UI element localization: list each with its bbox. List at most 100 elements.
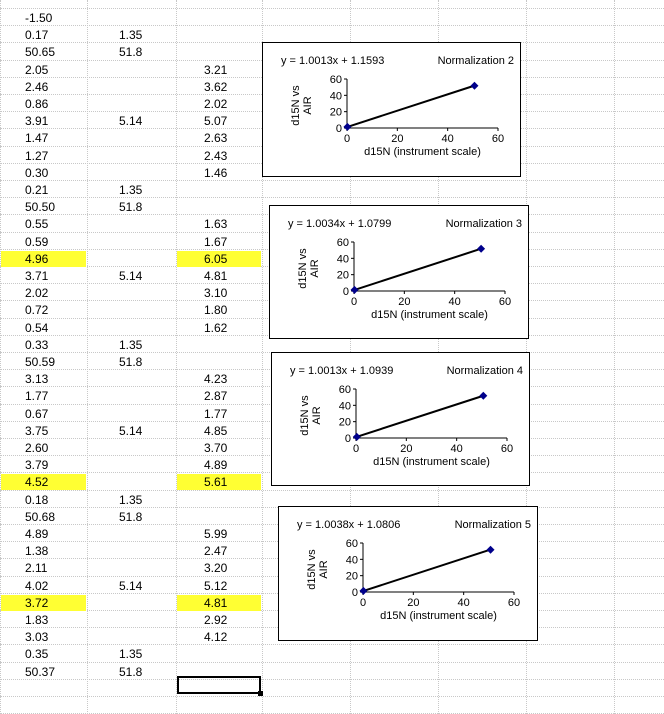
cell-a-row-3[interactable]: 50.65	[25, 45, 56, 59]
cell-c-row-27[interactable]: 4.89	[204, 458, 228, 472]
y-tick-label: 20	[346, 571, 358, 583]
cell-a-row-1[interactable]: -1.50	[25, 11, 53, 25]
y-tick-label: 40	[339, 400, 351, 412]
cell-a-row-14[interactable]: 0.59	[25, 235, 49, 249]
cell-a-row-37[interactable]: 3.03	[25, 630, 49, 644]
y-tick-label: 60	[337, 237, 349, 249]
cell-b-row-30[interactable]: 51.8	[119, 510, 143, 524]
cell-a-row-17[interactable]: 2.02	[25, 286, 49, 300]
cell-a-row-24[interactable]: 0.67	[25, 407, 49, 421]
cell-a-row-29[interactable]: 0.18	[25, 493, 49, 507]
cell-a-row-23[interactable]: 1.77	[25, 389, 49, 403]
cell-c-row-34[interactable]: 5.12	[204, 579, 228, 593]
cell-a-row-9[interactable]: 1.27	[25, 149, 49, 163]
cell-a-row-18[interactable]: 0.72	[25, 303, 49, 317]
cell-a-row-31[interactable]: 4.89	[25, 527, 49, 541]
cell-c-row-18[interactable]: 1.80	[204, 303, 228, 317]
cell-a-row-19[interactable]: 0.54	[25, 321, 49, 335]
cell-b-row-3[interactable]: 51.8	[119, 45, 143, 59]
data-point	[486, 545, 495, 554]
cell-b-row-11[interactable]: 1.35	[119, 183, 143, 197]
cell-a-row-22[interactable]: 3.13	[25, 372, 49, 386]
cell-a-row-11[interactable]: 0.21	[25, 183, 49, 197]
cell-a-row-27[interactable]: 3.79	[25, 458, 49, 472]
cell-a-row-2[interactable]: 0.17	[25, 28, 49, 42]
cell-c-row-37[interactable]: 4.12	[204, 630, 228, 644]
cell-b-row-25[interactable]: 5.14	[119, 424, 143, 438]
cell-a-row-35[interactable]: 3.72	[1, 595, 86, 611]
cell-a-row-13[interactable]: 0.55	[25, 217, 49, 231]
cell-a-row-34[interactable]: 4.02	[25, 579, 49, 593]
cell-c-row-25[interactable]: 4.85	[204, 424, 228, 438]
cell-a-row-30[interactable]: 50.68	[25, 510, 56, 524]
x-tick-label: 0	[360, 597, 366, 609]
cell-b-row-2[interactable]: 1.35	[119, 28, 143, 42]
cell-c-row-35[interactable]: 4.81	[177, 595, 261, 611]
cell-a-row-20[interactable]: 0.33	[25, 338, 49, 352]
cell-c-row-24[interactable]: 1.77	[204, 407, 228, 421]
cell-a-row-12[interactable]: 50.50	[25, 200, 56, 214]
y-axis-title: d15N vs	[299, 395, 311, 436]
chart-normalization-3[interactable]: y = 1.0034x + 1.0799 Normalization 3 0 20 40…	[269, 205, 529, 339]
cell-c-row-6[interactable]: 2.02	[204, 97, 228, 111]
cell-c-row-15[interactable]: 6.05	[177, 251, 261, 267]
cell-a-row-32[interactable]: 1.38	[25, 544, 49, 558]
chart-svg: y = 1.0034x + 1.0799 Normalization 3 0 20 40…	[288, 218, 522, 321]
cell-b-row-39[interactable]: 51.8	[119, 665, 143, 679]
fill-handle[interactable]	[258, 691, 263, 696]
cell-b-row-12[interactable]: 51.8	[119, 200, 143, 214]
chart-normalization-4[interactable]: y = 1.0013x + 1.0939 Normalization 4 0 20 40…	[271, 352, 530, 486]
cell-a-row-38[interactable]: 0.35	[25, 647, 49, 661]
cell-b-row-29[interactable]: 1.35	[119, 493, 143, 507]
cell-b-row-20[interactable]: 1.35	[119, 338, 143, 352]
cell-c-row-32[interactable]: 2.47	[204, 544, 228, 558]
cell-a-row-25[interactable]: 3.75	[25, 424, 49, 438]
x-tick-label: 0	[353, 443, 359, 455]
cell-c-row-13[interactable]: 1.63	[204, 217, 228, 231]
cell-b-row-16[interactable]: 5.14	[119, 269, 143, 283]
cell-a-row-39[interactable]: 50.37	[25, 665, 56, 679]
cell-c-row-17[interactable]: 3.10	[204, 286, 228, 300]
cell-a-row-16[interactable]: 3.71	[25, 269, 49, 283]
cell-a-row-33[interactable]: 2.11	[25, 561, 48, 575]
chart-normalization-2[interactable]: y = 1.0013x + 1.1593 Normalization 2 0 20 40…	[262, 42, 521, 177]
cell-c-row-31[interactable]: 5.99	[204, 527, 228, 541]
cell-a-row-4[interactable]: 2.05	[25, 63, 49, 77]
cell-a-row-6[interactable]: 0.86	[25, 97, 49, 111]
cell-b-row-34[interactable]: 5.14	[119, 579, 143, 593]
cell-a-row-8[interactable]: 1.47	[25, 131, 49, 145]
cell-b-row-21[interactable]: 51.8	[119, 355, 143, 369]
cell-c-row-4[interactable]: 3.21	[204, 63, 228, 77]
cell-a-row-15[interactable]: 4.96	[1, 251, 86, 267]
cell-c-row-22[interactable]: 4.23	[204, 372, 228, 386]
cell-a-row-5[interactable]: 2.46	[25, 80, 49, 94]
cell-a-row-7[interactable]: 3.91	[25, 114, 49, 128]
cell-a-row-21[interactable]: 50.59	[25, 355, 56, 369]
cell-c-row-28[interactable]: 5.61	[177, 474, 261, 490]
x-axis-title: d15N (instrument scale)	[380, 610, 497, 622]
cell-c-row-23[interactable]: 2.87	[204, 389, 228, 403]
cell-a-row-26[interactable]: 2.60	[25, 441, 49, 455]
cell-c-row-36[interactable]: 2.92	[204, 613, 228, 627]
cell-a-row-28[interactable]: 4.52	[1, 474, 86, 490]
cell-c-row-16[interactable]: 4.81	[204, 269, 228, 283]
cell-c-row-5[interactable]: 3.62	[204, 80, 228, 94]
cell-b-row-38[interactable]: 1.35	[119, 647, 143, 661]
cell-a-row-36[interactable]: 1.83	[25, 613, 49, 627]
cell-c-row-10[interactable]: 1.46	[204, 166, 228, 180]
cell-b-row-7[interactable]: 5.14	[119, 114, 143, 128]
cell-c-row-14[interactable]: 1.67	[204, 235, 228, 249]
cell-c-row-7[interactable]: 5.07	[204, 114, 228, 128]
trend-line	[354, 247, 482, 291]
cell-c-row-19[interactable]: 1.62	[204, 321, 228, 335]
cell-c-row-26[interactable]: 3.70	[204, 441, 228, 455]
cell-c-row-9[interactable]: 2.43	[204, 149, 228, 163]
data-point	[359, 586, 368, 595]
grid-row-line	[0, 8, 664, 9]
cell-c-row-8[interactable]: 2.63	[204, 131, 228, 145]
chart-normalization-5[interactable]: y = 1.0038x + 1.0806 Normalization 5 0 20 40…	[278, 506, 538, 641]
cell-a-row-10[interactable]: 0.30	[25, 166, 49, 180]
selected-cell[interactable]	[177, 676, 263, 696]
chart-title: Normalization 2	[438, 55, 514, 67]
cell-c-row-33[interactable]: 3.20	[204, 561, 228, 575]
